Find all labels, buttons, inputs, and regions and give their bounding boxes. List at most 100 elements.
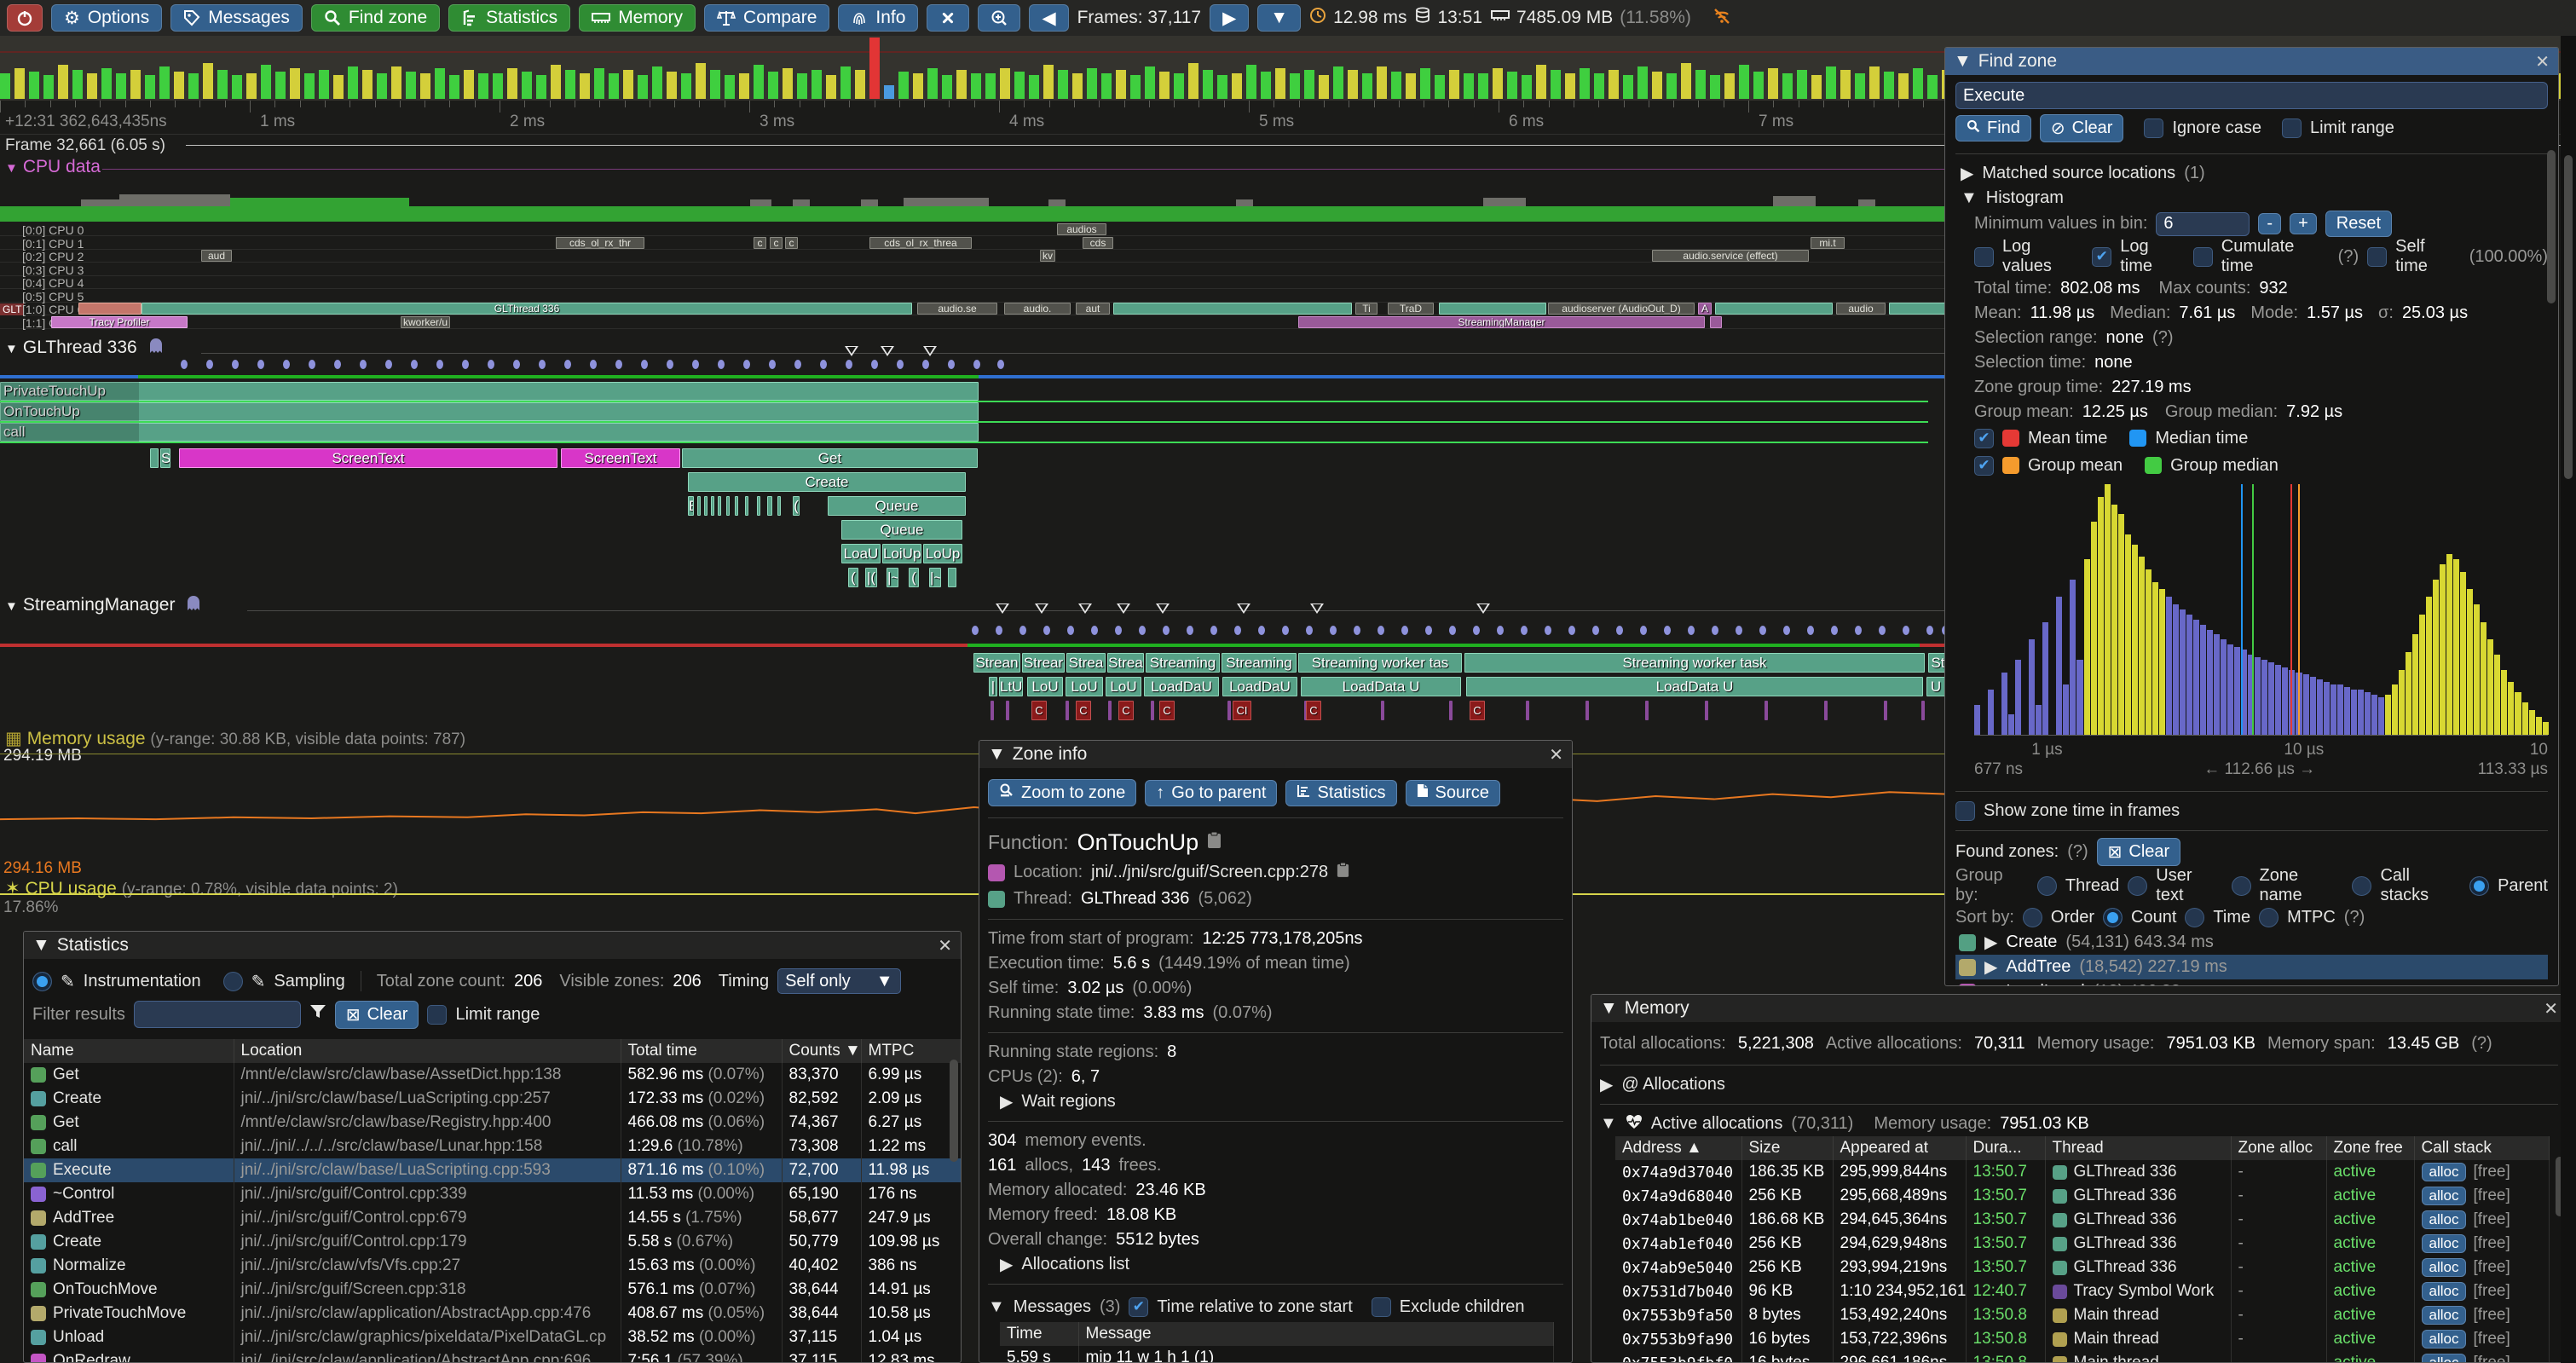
message-dot[interactable] bbox=[1473, 626, 1480, 635]
histogram-bar[interactable] bbox=[2330, 684, 2336, 735]
alloc-button[interactable]: alloc bbox=[2421, 1354, 2467, 1362]
found-clear-button[interactable]: ⊠ Clear bbox=[2096, 838, 2181, 866]
message-dot[interactable] bbox=[1616, 626, 1623, 635]
frame-bar[interactable] bbox=[435, 68, 445, 99]
frame-bar[interactable] bbox=[1464, 73, 1474, 99]
frame-bar[interactable] bbox=[623, 70, 633, 99]
clipboard-icon[interactable] bbox=[1207, 831, 1222, 854]
message-dot[interactable] bbox=[948, 360, 955, 369]
frame-bar[interactable] bbox=[87, 73, 97, 99]
table-row[interactable]: Unload jni/../jni/src/claw/graphics/pixel… bbox=[24, 1325, 961, 1349]
find-zone-scrollbar-thumb[interactable] bbox=[2547, 150, 2556, 303]
cpu-row[interactable]: [0:5] CPU 5 bbox=[0, 290, 1948, 303]
histogram-bar[interactable] bbox=[2412, 634, 2419, 735]
frame-marker-icon[interactable] bbox=[1476, 604, 1490, 614]
streaming-header[interactable]: ▼ StreamingManager bbox=[5, 595, 200, 615]
alloc-button[interactable]: alloc bbox=[2421, 1258, 2467, 1277]
group-mean-checkbox[interactable]: ✔ bbox=[1974, 455, 1994, 476]
frame-bar[interactable] bbox=[14, 68, 25, 99]
alloc-button[interactable]: alloc bbox=[2421, 1282, 2467, 1301]
mean-time-checkbox[interactable]: ✔ bbox=[1974, 428, 1994, 448]
next-frame-button[interactable]: ▶ bbox=[1210, 4, 1250, 32]
sampling-radio[interactable] bbox=[222, 971, 243, 991]
histogram-bar[interactable] bbox=[2097, 496, 2104, 735]
frame-bar[interactable] bbox=[1594, 73, 1604, 99]
frame-bar[interactable] bbox=[754, 65, 764, 99]
zone-bar[interactable] bbox=[735, 496, 738, 516]
zone-bar[interactable] bbox=[767, 496, 772, 516]
help-icon[interactable]: (?) bbox=[2471, 1033, 2492, 1053]
found-zone-row[interactable]: ▶ AddTree (18,542) 227.19 ms bbox=[1955, 955, 2548, 979]
radio-option[interactable] bbox=[2231, 875, 2251, 896]
zone-bar[interactable]: Streaming bbox=[1146, 653, 1220, 673]
frame-bar[interactable] bbox=[1029, 75, 1039, 99]
frame-bar[interactable] bbox=[1884, 72, 1894, 99]
histogram-bar[interactable] bbox=[2282, 667, 2289, 735]
message-dot[interactable] bbox=[1378, 626, 1384, 635]
frame-bar[interactable] bbox=[493, 73, 503, 99]
histogram-bar[interactable] bbox=[2405, 651, 2411, 735]
frame-marker-icon[interactable] bbox=[923, 346, 937, 356]
cpu-row[interactable]: [0:0] CPU 0 audios bbox=[0, 223, 1948, 237]
message-dot[interactable] bbox=[1163, 626, 1170, 635]
frame-bar[interactable] bbox=[855, 70, 865, 99]
zone-bar[interactable]: cds_ol_rx_thr bbox=[556, 236, 644, 249]
zoom-to-fit-button[interactable] bbox=[978, 4, 1021, 32]
frame-marker-icon[interactable] bbox=[996, 604, 1009, 614]
histogram-bar[interactable] bbox=[2124, 534, 2131, 735]
zone-bar[interactable] bbox=[1006, 701, 1009, 720]
histogram-bar[interactable] bbox=[1974, 704, 1981, 735]
zone-bar[interactable]: Tracy Profiler bbox=[51, 315, 188, 328]
table-row[interactable]: 0x74ab1ef040 256 KB 294,629,948ns 13:50.7 GL… bbox=[1615, 1232, 2550, 1256]
log-values-checkbox[interactable] bbox=[1974, 246, 1994, 267]
frame-bar[interactable] bbox=[1232, 73, 1242, 99]
zone-bar[interactable] bbox=[1108, 701, 1112, 720]
table-row[interactable]: 0x7553b9fa50 8 bytes 153,492,240ns 13:50.8 M… bbox=[1615, 1303, 2550, 1327]
frame-bar[interactable] bbox=[1174, 73, 1184, 99]
frame-marker-icon[interactable] bbox=[1310, 604, 1324, 614]
message-dot[interactable] bbox=[1712, 626, 1718, 635]
histogram-bar[interactable] bbox=[2377, 696, 2384, 735]
frame-bar[interactable] bbox=[826, 75, 836, 99]
find-zone-titlebar[interactable]: ▼ Find zone ✕ bbox=[1945, 48, 2558, 75]
collapse-icon[interactable]: ▼ bbox=[988, 744, 1006, 764]
find-button[interactable]: Find bbox=[1955, 114, 2031, 141]
frame-bar[interactable] bbox=[319, 70, 329, 99]
histogram-bar[interactable] bbox=[2111, 504, 2117, 735]
message-dot[interactable] bbox=[922, 360, 929, 369]
histogram-bar[interactable] bbox=[2302, 674, 2309, 735]
message-dot[interactable] bbox=[1640, 626, 1647, 635]
message-dot[interactable] bbox=[436, 360, 443, 369]
zone-statistics-button[interactable]: Statistics bbox=[1285, 779, 1397, 806]
frame-bar[interactable] bbox=[1362, 73, 1372, 99]
frame-bar[interactable] bbox=[1130, 75, 1141, 99]
zone-bar[interactable]: Streaming bbox=[1222, 653, 1297, 673]
frame-bar[interactable] bbox=[898, 72, 909, 99]
frame-span[interactable]: Frame 32,661 (6.05 s) bbox=[0, 135, 2576, 155]
zone-bar[interactable] bbox=[745, 496, 748, 516]
frame-bar[interactable] bbox=[1637, 66, 1648, 99]
frame-bar[interactable] bbox=[1609, 70, 1619, 99]
statistics-button[interactable]: Statistics bbox=[448, 4, 571, 32]
alloc-button[interactable]: alloc bbox=[2421, 1234, 2467, 1253]
zone-bar[interactable]: LoiUp bbox=[882, 544, 921, 563]
histogram-bar[interactable] bbox=[2036, 704, 2042, 735]
source-button[interactable]: Source bbox=[1405, 779, 1500, 806]
statistics-titlebar[interactable]: ▼ Statistics ✕ bbox=[24, 932, 961, 959]
zone-bar[interactable]: | bbox=[989, 677, 997, 696]
message-dot[interactable] bbox=[667, 360, 673, 369]
frame-bar[interactable] bbox=[696, 63, 706, 99]
funnel-icon[interactable] bbox=[309, 1004, 326, 1025]
collapse-icon[interactable]: ▼ bbox=[1600, 998, 1618, 1018]
table-row[interactable]: Normalize jni/../jni/src/claw/vfs/Vfs.cpp… bbox=[24, 1254, 961, 1278]
collapse-icon[interactable]: ▼ bbox=[988, 1297, 1005, 1316]
frame-bar[interactable] bbox=[739, 73, 749, 99]
frame-bar[interactable] bbox=[1927, 75, 1938, 99]
frame-bar[interactable] bbox=[1652, 72, 1662, 99]
message-dot[interactable] bbox=[794, 360, 801, 369]
zone-bar[interactable] bbox=[697, 496, 701, 516]
frame-bar[interactable] bbox=[101, 68, 112, 99]
frame-bar[interactable] bbox=[29, 72, 39, 99]
frame-bar[interactable] bbox=[1623, 75, 1633, 99]
table-row[interactable]: PrivateTouchMove jni/../jni/src/claw/appl… bbox=[24, 1302, 961, 1325]
